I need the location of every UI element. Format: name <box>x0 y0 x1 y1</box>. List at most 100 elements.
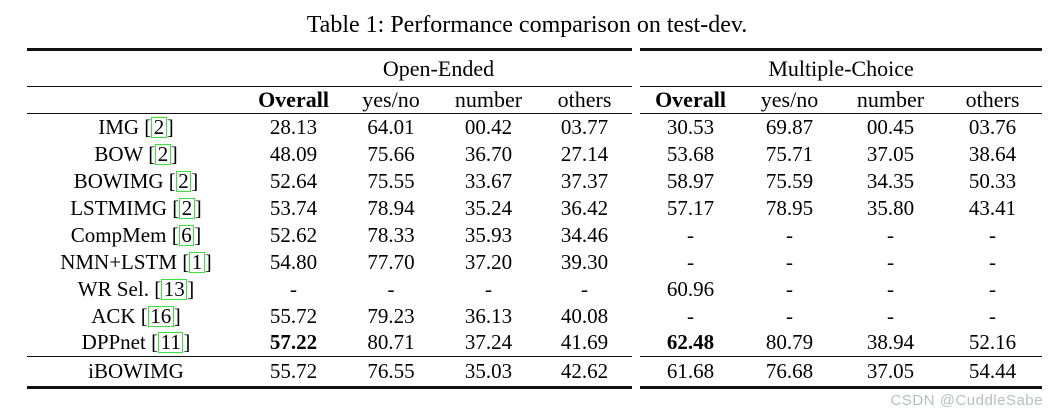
method-name: CompMem <box>70 222 167 247</box>
multiple-choice-cell: - <box>786 276 793 301</box>
col-header-mc-overall: Overall <box>640 86 741 114</box>
citation-link-box[interactable]: 6 <box>178 224 195 246</box>
method-name: NMN+LSTM <box>60 249 178 274</box>
column-gap <box>632 114 640 141</box>
citation: [2] <box>139 114 174 139</box>
open-ended-cell: 57.22 <box>269 330 318 355</box>
method-name: iBOWIMG <box>88 359 184 383</box>
multiple-choice-cell: 03.76 <box>968 114 1017 139</box>
column-gap <box>632 276 640 303</box>
citation-link-box[interactable]: 13 <box>161 278 188 300</box>
multiple-choice-cell: 61.68 <box>640 356 741 389</box>
multiple-choice-cell: - <box>786 222 793 247</box>
multiple-choice-cell: 75.71 <box>765 141 814 166</box>
open-ended-cell: 79.23 <box>367 303 415 328</box>
citation-link-box[interactable]: 2 <box>179 197 195 219</box>
multiple-choice-cell: - <box>887 222 894 247</box>
open-ended-cell: 52.64 <box>269 168 318 193</box>
open-ended-cell: 78.33 <box>367 222 415 247</box>
open-ended-cell: 42.62 <box>537 356 632 389</box>
citation: [2] <box>142 141 178 166</box>
multiple-choice-cell: 53.68 <box>666 141 715 166</box>
multiple-choice-cell: 38.64 <box>968 141 1017 166</box>
method-label: iBOWIMG [] <box>27 356 245 389</box>
citation: [11] <box>145 330 191 355</box>
multiple-choice-cell: 52.16 <box>968 330 1017 355</box>
table-row: iBOWIMG [] 55.72 76.55 35.03 42.62 61.68… <box>27 356 1043 389</box>
multiple-choice-cell: 69.87 <box>765 114 814 139</box>
multiple-choice-cell: - <box>887 276 894 301</box>
col-header-oe-overall: Overall <box>245 86 342 114</box>
citation-link-box[interactable]: 1 <box>189 251 205 273</box>
group-header-row: Open-Ended Multiple-Choice <box>27 48 1043 87</box>
citation-link-box[interactable]: 2 <box>151 116 167 138</box>
open-ended-cell: - <box>485 276 492 301</box>
method-name: LSTMIMG <box>70 195 168 220</box>
column-gap <box>632 50 640 87</box>
open-ended-cell: 54.80 <box>269 249 318 274</box>
open-ended-cell: 37.24 <box>464 330 513 355</box>
method-label: WR Sel. [13] <box>27 276 245 303</box>
multiple-choice-cell: 35.80 <box>866 195 915 220</box>
method-name: DPPnet <box>81 330 146 355</box>
col-header-mc-number: number <box>838 86 943 114</box>
multiple-choice-cell: 75.59 <box>765 168 814 193</box>
table-row: BOW [2] 48.09 75.66 36.70 27.14 53.68 75… <box>27 141 1042 168</box>
open-ended-cell: - <box>387 276 395 301</box>
open-ended-cell: 48.09 <box>269 141 318 166</box>
citation-link-box[interactable]: 2 <box>175 170 192 192</box>
method-label: NMN+LSTM [1] <box>27 249 245 276</box>
multiple-choice-cell: 00.45 <box>866 114 915 139</box>
multiple-choice-cell: 30.53 <box>666 114 715 139</box>
multiple-choice-cell: 50.33 <box>968 168 1017 193</box>
open-ended-cell: 55.72 <box>245 356 342 389</box>
column-gap <box>632 357 640 388</box>
column-gap <box>632 222 640 249</box>
citation-link-box[interactable]: 11 <box>158 332 184 354</box>
citation-link-box[interactable]: 16 <box>147 305 174 327</box>
performance-table: Open-Ended Multiple-Choice Overall yes/n… <box>27 48 1043 389</box>
multiple-choice-cell: 37.05 <box>838 356 943 389</box>
citation: [1] <box>177 249 212 274</box>
column-gap <box>632 168 640 195</box>
column-gap <box>632 141 640 168</box>
citation: [6] <box>166 222 202 247</box>
col-header-mc-others: others <box>943 86 1043 114</box>
multiple-choice-cell: - <box>786 303 793 328</box>
open-ended-cell: 77.70 <box>367 249 415 274</box>
citation: [2] <box>167 195 202 220</box>
table-row: BOWIMG [2] 52.64 75.55 33.67 37.37 58.97… <box>27 168 1042 195</box>
open-ended-cell: 41.69 <box>560 330 609 355</box>
open-ended-cell: 37.37 <box>560 168 609 193</box>
multiple-choice-cell: 38.94 <box>866 330 915 355</box>
table-row: LSTMIMG [2] 53.74 78.94 35.24 36.42 57.1… <box>27 195 1042 222</box>
multiple-choice-cell: 37.05 <box>866 141 915 166</box>
open-ended-cell: 53.74 <box>269 195 318 220</box>
open-ended-cell: 75.55 <box>367 168 415 193</box>
table-row: WR Sel. [13] - - - - 60.96 - - - <box>27 276 1042 303</box>
table-row: ACK [16] 55.72 79.23 36.13 40.08 - - - - <box>27 303 1042 330</box>
citation-link-box[interactable]: 2 <box>155 143 171 165</box>
open-ended-cell: 34.46 <box>560 222 609 247</box>
col-header-oe-others: others <box>537 86 632 114</box>
column-header-row: Overall yes/no number others Overall yes… <box>27 86 1043 114</box>
open-ended-cell: 64.01 <box>367 114 415 139</box>
multiple-choice-cell: 62.48 <box>666 330 715 355</box>
open-ended-cell: 33.67 <box>464 168 513 193</box>
method-name: BOWIMG <box>73 168 164 193</box>
column-gap <box>632 87 640 114</box>
multiple-choice-cell: 60.96 <box>666 276 715 301</box>
table-row: CompMem [6] 52.62 78.33 35.93 34.46 - - … <box>27 222 1042 249</box>
table-row: IMG [2] 28.13 64.01 00.42 03.77 30.53 69… <box>27 114 1042 141</box>
citation: [2] <box>163 168 199 193</box>
multiple-choice-cell: - <box>687 303 694 328</box>
citation: [16] <box>135 303 181 328</box>
multiple-choice-cell: - <box>989 276 997 301</box>
citation: [13] <box>148 276 195 301</box>
multiple-choice-cell: - <box>887 303 894 328</box>
column-gap <box>632 249 640 276</box>
csdn-watermark: CSDN @CuddleSabe <box>890 392 1043 409</box>
open-ended-cell: 76.55 <box>342 356 440 389</box>
table-caption: Table 1: Performance comparison on test-… <box>306 12 748 38</box>
open-ended-cell: 36.42 <box>560 195 609 220</box>
